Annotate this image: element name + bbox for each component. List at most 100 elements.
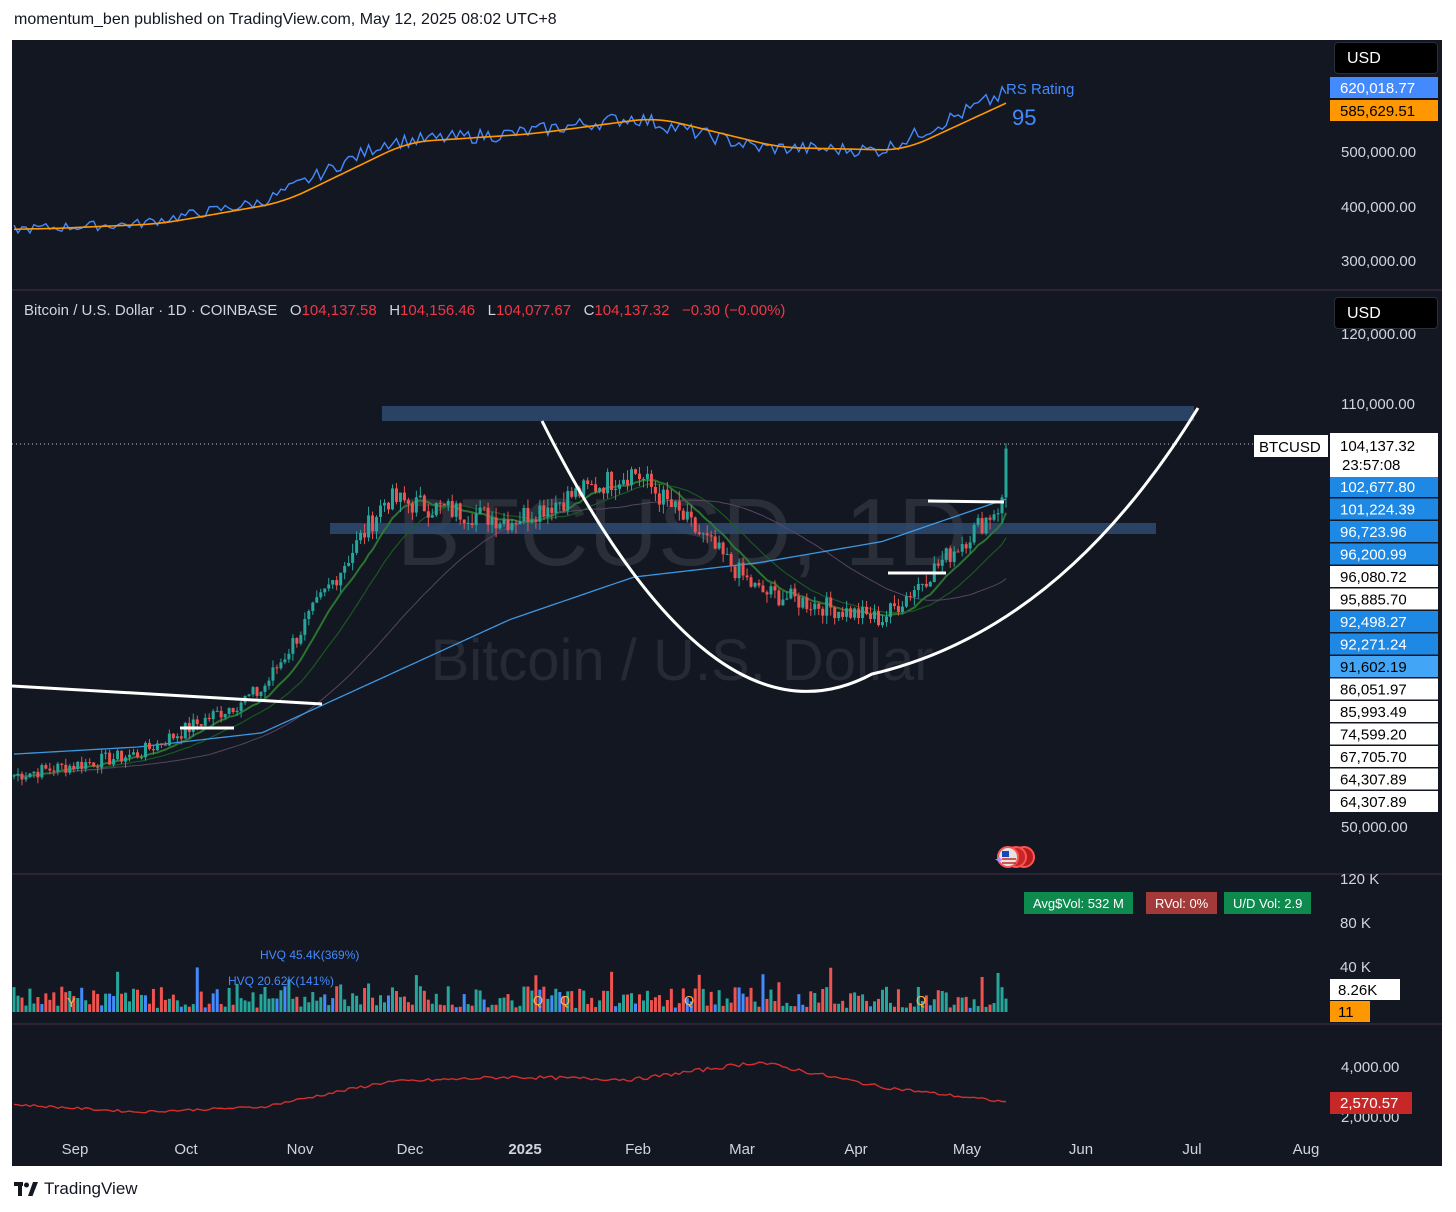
indicator-last-box[interactable] [1330,1092,1412,1114]
volume-bar [84,1000,88,1012]
candle-body [100,753,104,768]
price-label-box[interactable] [1330,588,1438,610]
price-label-box[interactable] [1330,678,1438,700]
volume-bar [697,974,701,1012]
chart-canvas[interactable]: BTCUSD, 1D Bitcoin / U.S. Dollar RS Rati… [12,40,1442,1166]
legend-o-label: O [289,302,302,319]
vol-tick-80k: 80 K [1340,915,1371,932]
moving-averages [13,478,1007,778]
price-label-box[interactable] [1330,656,1438,677]
price-label-box[interactable] [1330,521,1438,542]
volume-bar [558,992,562,1012]
price-label-box[interactable] [1330,611,1438,632]
hvq-label-2: HVQ 20.62K(141%) [228,974,334,988]
volume-bar [1000,987,1004,1012]
volume-bar [414,975,418,1012]
candle-body [813,603,817,610]
last-price-box[interactable] [1330,433,1438,477]
candle-body [394,488,398,502]
support-zone[interactable] [330,523,1156,534]
volume-bar [311,992,315,1012]
volume-bar [865,1000,869,1012]
count-label-box[interactable] [1330,1001,1370,1022]
candle-body [606,471,610,494]
rs-currency-button[interactable]: USD [1334,42,1438,74]
events-flag-icon[interactable]: ✦ [994,846,1035,868]
volume-bar [486,1007,490,1012]
price-label-box[interactable] [1330,633,1438,655]
chart-frame[interactable]: BTCUSD, 1D Bitcoin / U.S. Dollar RS Rati… [12,40,1442,1166]
resistance-zone[interactable] [382,406,1194,421]
price-label-box[interactable] [1330,77,1438,98]
volume-bar [920,1000,924,1012]
candle-body [307,611,311,620]
candle-body [725,553,729,555]
last-volume-box[interactable] [1330,979,1400,1000]
main-currency-button[interactable]: USD [1334,297,1438,329]
price-label-box[interactable] [1330,791,1438,812]
cup-pattern-curve[interactable] [540,407,1200,693]
candle-body [693,517,697,533]
candle-body [641,478,645,480]
price-label-box[interactable] [1330,746,1438,767]
volume-bar [673,1007,677,1012]
candle-body [490,517,494,525]
volume-bar [386,995,390,1012]
candle-body [64,764,68,773]
price-label-box[interactable] [1330,723,1438,745]
price-label-box[interactable] [1330,701,1438,722]
legend-l-label: L [487,302,496,319]
base-line-may[interactable] [927,499,1005,504]
candle-body [884,616,888,623]
volume-bar [677,1003,681,1012]
symbol-tag-box[interactable] [1254,435,1328,457]
candle-body [865,606,869,614]
volume-bar [908,1003,912,1012]
volume-bar [518,1005,522,1012]
volume-bar [430,1003,434,1012]
last-volume: 8.26K [1338,982,1377,999]
volume-bar [574,1007,578,1012]
volume-bar [104,993,108,1012]
candle-body [231,708,235,713]
footer: TradingView [0,1168,1456,1212]
volume-bar [657,995,661,1012]
volume-bar [769,989,773,1012]
candle-body [550,507,554,513]
volume-bar [924,995,928,1012]
candle-body [769,586,773,595]
candle-body [956,551,960,553]
price-label-box[interactable] [1330,768,1438,790]
candle-body [434,502,438,516]
candle-body [869,613,873,619]
price-label-box[interactable] [1330,476,1438,497]
volume-bar [434,993,438,1012]
candle-body [498,523,502,529]
volume-bar [474,989,478,1012]
candle-body [685,511,689,520]
volume-bar [16,995,20,1012]
candle-body [729,553,733,567]
candle-body [649,473,653,487]
volume-bar [335,986,339,1012]
volume-bar [187,1006,191,1012]
price-label-box[interactable] [1330,100,1438,121]
tradingview-logo[interactable]: TradingView [14,1179,138,1199]
candle-body [510,522,514,531]
candle-body [295,638,299,644]
price-label-box[interactable] [1330,566,1438,587]
price-label-box[interactable] [1330,498,1438,520]
candle-body [980,518,984,534]
volume-bar [275,998,279,1012]
hvq-label-1: HVQ 45.4K(369%) [260,948,359,962]
volume-bar [279,990,283,1012]
price-label-box[interactable] [1330,543,1438,565]
trendline[interactable] [12,684,323,706]
candle-body [717,542,721,549]
volume-bar [398,997,402,1012]
candle-body [379,505,383,517]
candle-body [203,717,207,726]
candle-body [582,480,586,497]
volume-bar [183,1004,187,1012]
volume-bar [618,1002,622,1012]
